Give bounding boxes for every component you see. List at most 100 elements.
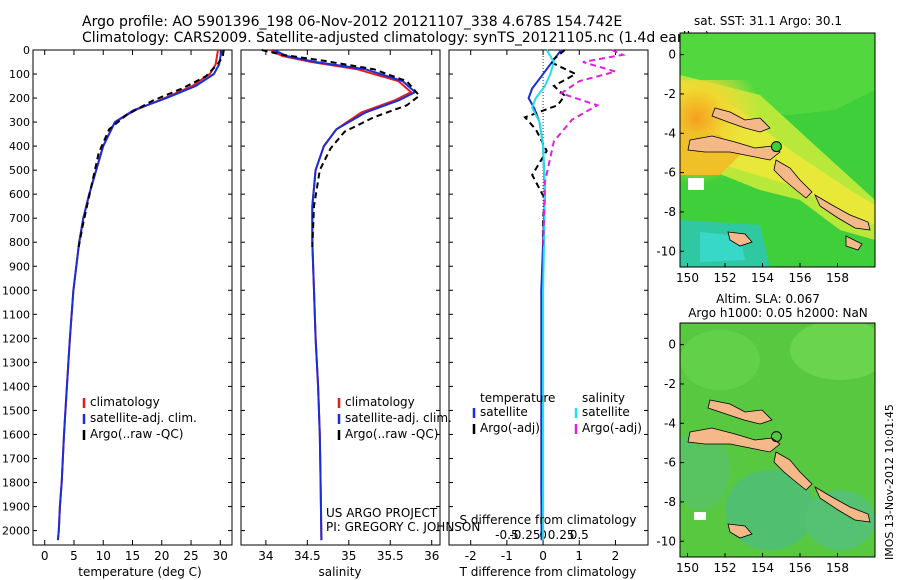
legend-satellite-label: satellite-adj. clim. [90, 411, 197, 425]
map-x-tick-label: 156 [789, 271, 812, 285]
y-tick-label: 900 [9, 260, 30, 273]
series-line-temperature-satellite [527, 49, 562, 541]
temperature-legend: climatology satellite-adj. clim. Argo(..… [82, 395, 197, 441]
map-x-tick-label: 158 [826, 561, 849, 575]
x-tick-label: 36 [424, 549, 439, 563]
series-line-salinity-satellite [531, 49, 555, 541]
x-tick-label: 0 [41, 549, 49, 563]
sla-map-y-ticks: 0 -2 -4 -6 -8 -10 [656, 338, 684, 548]
sla-map-x-ticks: 150 152 154 156 158 [676, 553, 849, 575]
series-line-argo-raw-qc- [77, 49, 225, 248]
legend-salinity-heading: salinity [582, 391, 625, 405]
difference-top-x-label: S difference from climatology [460, 513, 637, 527]
legend-s-satellite-label: satellite [582, 405, 630, 419]
y-tick-label: 700 [9, 212, 30, 225]
map-y-tick-label: -6 [664, 166, 676, 180]
salinity-x-ticks: 34 34.5 35 35.5 36 [258, 50, 439, 563]
y-tick-label: 1800 [2, 477, 30, 490]
map-x-tick-label: 154 [751, 271, 774, 285]
series-line-climatology [56, 49, 219, 541]
x-tick-label: 5 [70, 549, 78, 563]
sla-map-image [680, 323, 875, 557]
map-y-tick-label: 0 [668, 338, 676, 352]
x-tick-label: 35.5 [377, 549, 404, 563]
map-y-tick-label: -8 [664, 205, 676, 219]
sst-map-image [680, 33, 875, 267]
x-tick-label: 20 [154, 549, 169, 563]
temperature-series [56, 49, 225, 541]
map-y-tick-label: 0 [668, 48, 676, 62]
series-line-temperature-argo-adj- [523, 49, 578, 247]
map-y-tick-label: -10 [656, 244, 676, 258]
difference-top-x-ticks: -0.5-0.250 0.250.5 [495, 528, 589, 542]
x-tick-label: -2 [465, 549, 477, 563]
x-tick-label: 10 [96, 549, 111, 563]
x-tick-label: 35 [341, 549, 356, 563]
series-line-salinity-argo-adj- [542, 49, 627, 248]
legend-argo-label: Argo(..raw -QC) [345, 427, 438, 441]
salinity-x-label: salinity [318, 565, 361, 579]
salinity-legend: climatology satellite-adj. clim. Argo(..… [337, 395, 452, 441]
sla-map-frame [679, 322, 876, 558]
temperature-y-ticks: 0 100 200 300 400 500 600 700 800 900 1000 1100 1200… [2, 44, 232, 538]
sla-map-title-line-2: Argo h1000: 0.05 h2000: NaN [688, 306, 868, 320]
y-tick-label: 0 [23, 44, 30, 57]
y-tick-label: 600 [9, 188, 30, 201]
map-y-tick-label: -10 [656, 534, 676, 548]
series-line-argo-raw-qc- [261, 49, 421, 248]
map-y-tick-label: -4 [664, 416, 676, 430]
salinity-axes-frame [240, 49, 441, 546]
map-y-tick-label: -6 [664, 456, 676, 470]
timestamp-label: IMOS 13-Nov-2012 10:01:45 [883, 404, 896, 560]
legend-climatology-label: climatology [90, 395, 160, 409]
y-tick-label: 200 [9, 92, 30, 105]
top-x-tick-label: 0.25 [548, 528, 575, 542]
y-tick-label: 1400 [2, 380, 30, 393]
map-y-tick-label: -2 [664, 377, 676, 391]
difference-series [523, 49, 627, 541]
map-x-tick-label: 152 [714, 561, 737, 575]
map-y-tick-label: -2 [664, 87, 676, 101]
map-x-tick-label: 156 [789, 561, 812, 575]
credit-line-1: US ARGO PROJECT [326, 506, 438, 520]
y-tick-label: 100 [9, 68, 30, 81]
x-tick-label: 25 [183, 549, 198, 563]
salinity-series [261, 49, 421, 541]
salinity-y-ticks [241, 49, 440, 532]
y-tick-label: 500 [9, 164, 30, 177]
y-tick-label: 1200 [2, 332, 30, 345]
map-x-tick-label: 152 [714, 271, 737, 285]
sla-map-title-line-1: Altim. SLA: 0.067 [716, 292, 820, 306]
legend-argo-label: Argo(..raw -QC) [90, 427, 183, 441]
difference-y-ticks [449, 49, 648, 532]
sst-map-y-ticks: 0 -2 -4 -6 -8 -10 [656, 48, 684, 258]
x-tick-label: 34.5 [294, 549, 321, 563]
x-tick-label: 1 [575, 549, 583, 563]
map-x-tick-label: 150 [676, 561, 699, 575]
x-tick-label: 34 [258, 549, 273, 563]
y-tick-label: 2000 [2, 525, 30, 538]
map-y-tick-label: -4 [664, 126, 676, 140]
sst-float-marker [770, 141, 782, 153]
map-x-tick-label: 150 [676, 271, 699, 285]
difference-x-label: T difference from climatology [459, 565, 637, 579]
y-tick-label: 300 [9, 116, 30, 129]
sla-float-marker [770, 431, 782, 443]
series-line-climatology [269, 49, 413, 541]
series-line-satellite-adj-clim- [56, 49, 223, 541]
temperature-x-label: temperature (deg C) [78, 565, 201, 579]
header-line-2: Climatology: CARS2009. Satellite-adjuste… [82, 30, 710, 46]
credit-line-2: PI: GREGORY C. JOHNSON [326, 520, 480, 534]
legend-satellite-label: satellite-adj. clim. [345, 411, 452, 425]
y-tick-label: 1900 [2, 501, 30, 514]
legend-t-satellite-label: satellite [480, 405, 528, 419]
sst-map-x-ticks: 150 152 154 156 158 [676, 263, 849, 285]
map-y-tick-label: -8 [664, 495, 676, 509]
x-tick-label: 2 [612, 549, 620, 563]
top-x-tick-label: 0.5 [570, 528, 589, 542]
legend-climatology-label: climatology [345, 395, 415, 409]
top-x-tick-label: -0.5 [495, 528, 518, 542]
y-tick-label: 800 [9, 236, 30, 249]
y-tick-label: 400 [9, 140, 30, 153]
y-tick-label: 1000 [2, 284, 30, 297]
